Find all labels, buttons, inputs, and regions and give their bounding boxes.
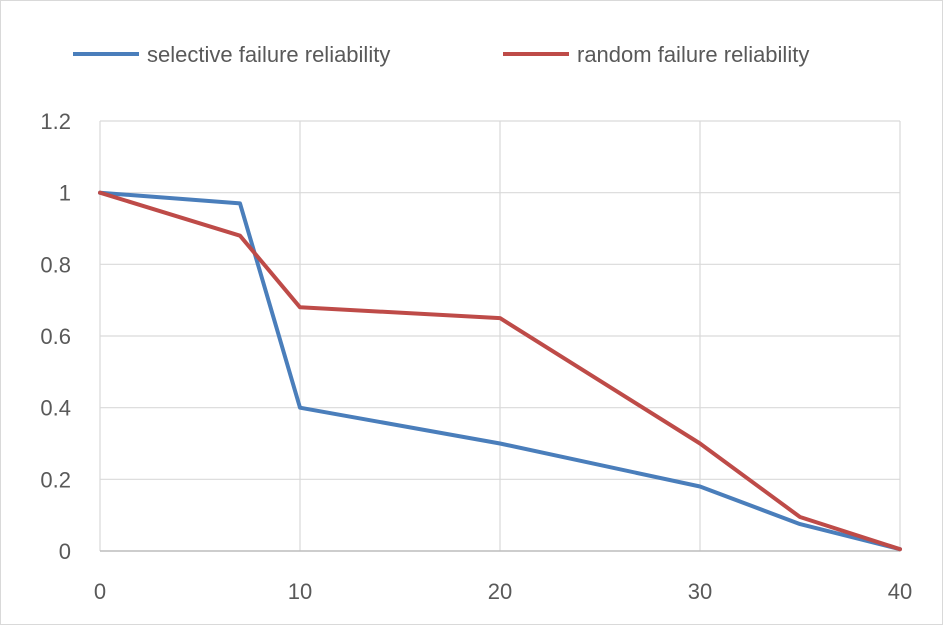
x-tick-label: 40 [888, 579, 912, 604]
series-lines [98, 190, 902, 552]
tick-labels: 0 0.2 0.4 0.6 0.8 1 1.2 0 10 20 30 40 [40, 109, 912, 604]
y-tick-label: 1.2 [40, 109, 71, 134]
series-line-1 [98, 190, 902, 552]
x-tick-label: 10 [288, 579, 312, 604]
y-tick-label: 0.2 [40, 467, 71, 492]
legend-label-1: random failure reliability [577, 42, 809, 67]
grid-lines [99, 120, 901, 552]
legend-label-0: selective failure reliability [147, 42, 390, 67]
y-tick-label: 0.8 [40, 252, 71, 277]
y-tick-label: 0.4 [40, 396, 71, 421]
y-tick-label: 0.6 [40, 324, 71, 349]
x-tick-label: 0 [94, 579, 106, 604]
x-tick-label: 20 [488, 579, 512, 604]
y-tick-label: 0 [59, 539, 71, 564]
series-line-0 [98, 190, 902, 552]
y-tick-label: 1 [59, 181, 71, 206]
legend: selective failure reliability random fail… [73, 42, 809, 67]
x-tick-label: 30 [688, 579, 712, 604]
